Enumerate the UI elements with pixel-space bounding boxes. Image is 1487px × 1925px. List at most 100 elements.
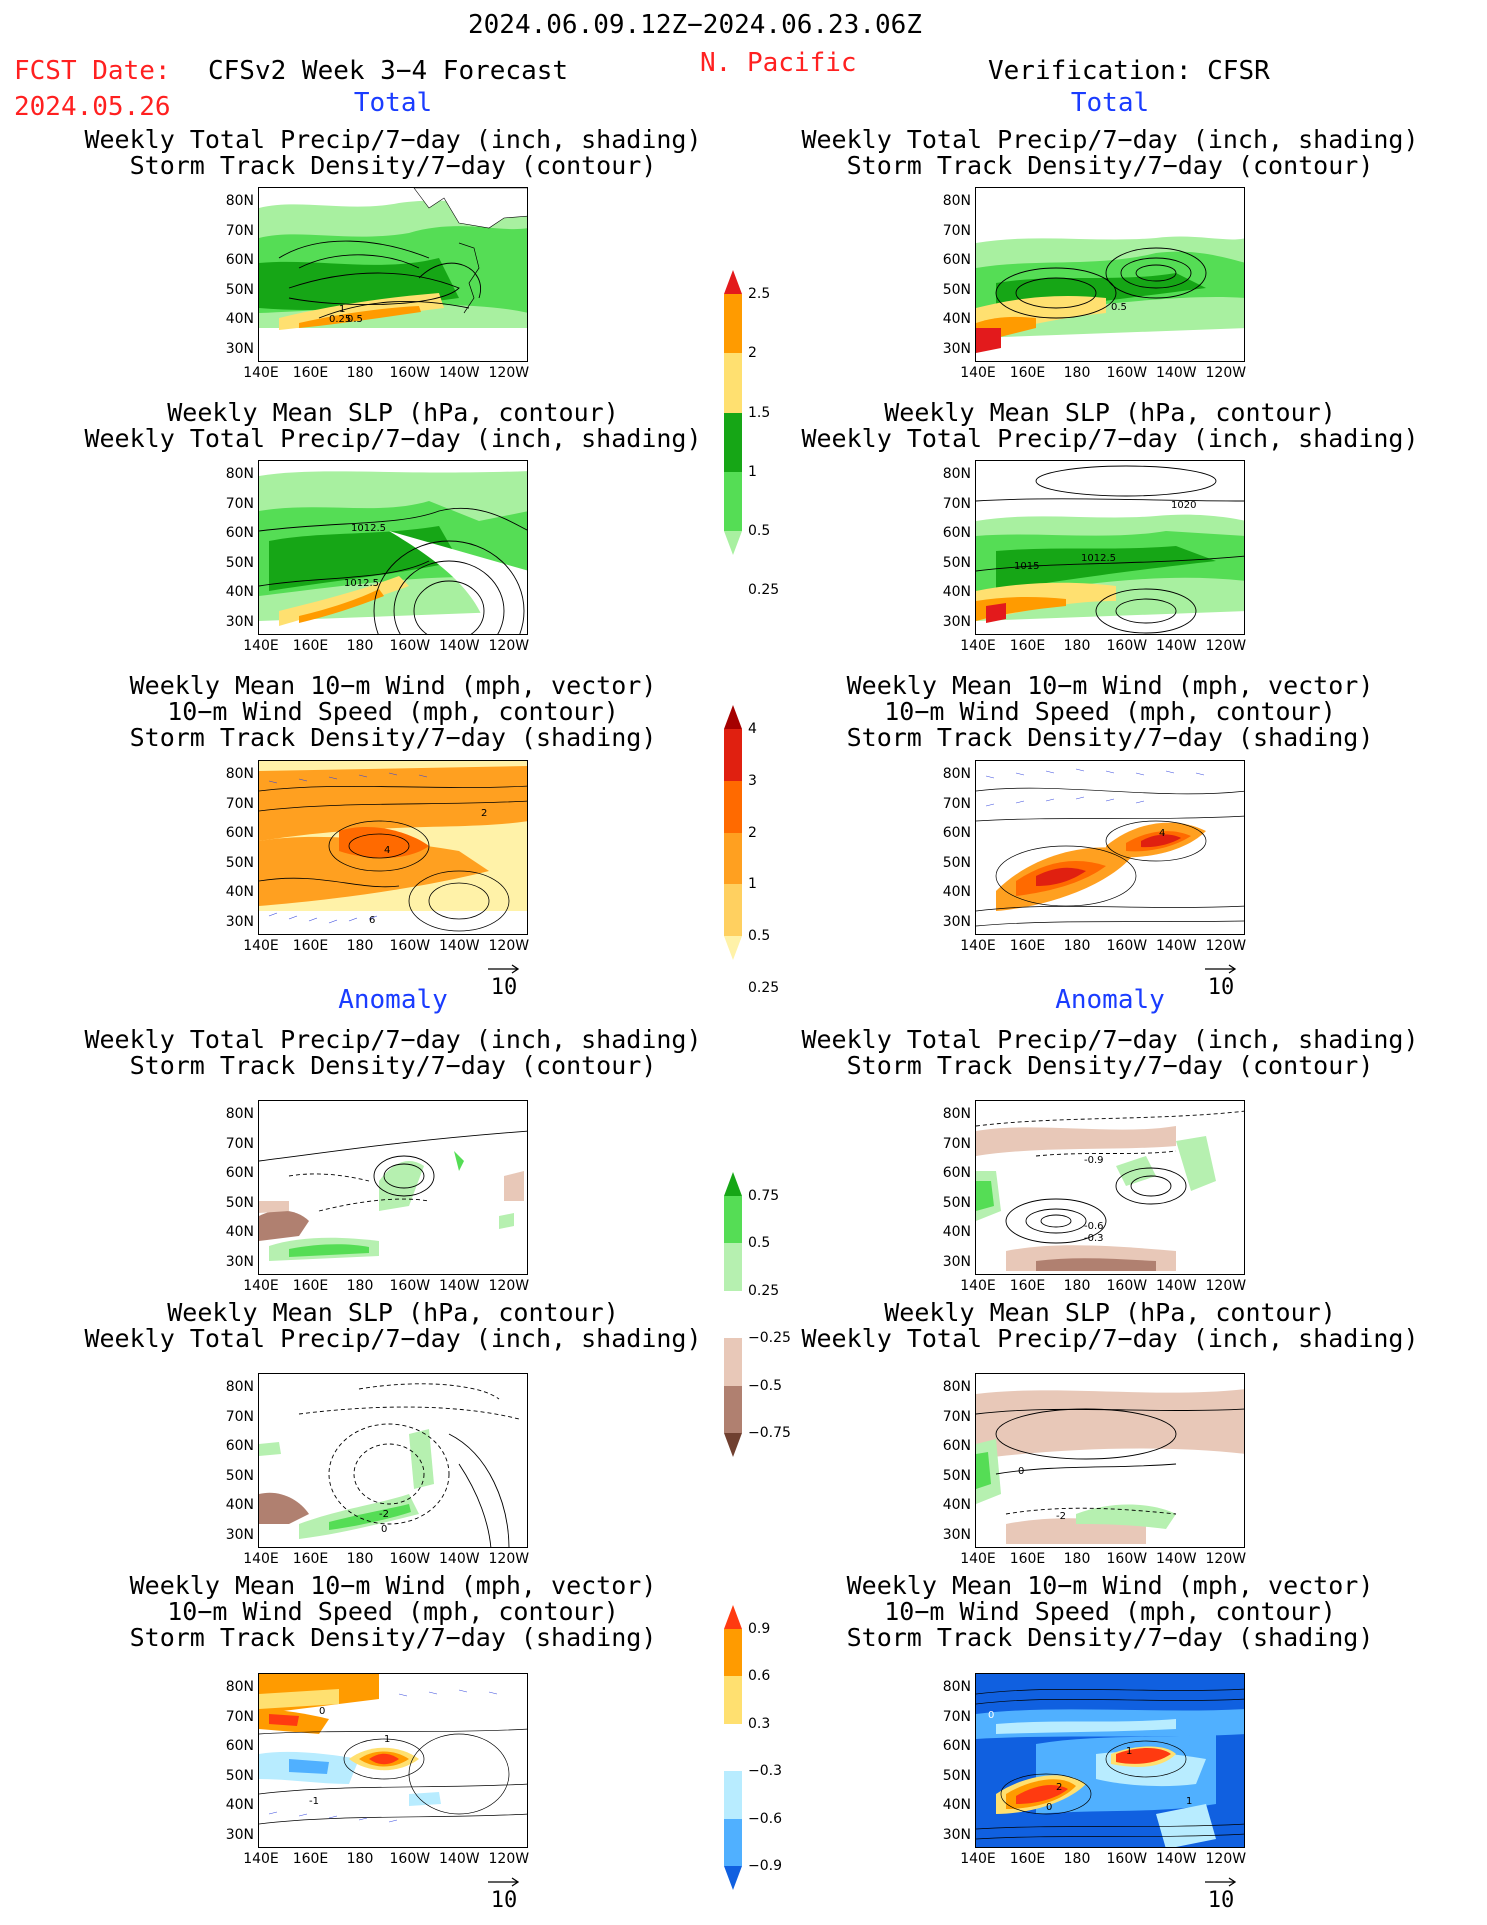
colorbar-swatch: [724, 294, 742, 354]
lat-tick-label: 40N: [225, 1224, 254, 1240]
contour-label-wind: 4: [384, 845, 390, 856]
lon-tick-label: 160E: [1009, 365, 1046, 381]
lon-tick-label: 160E: [1009, 1278, 1046, 1294]
lat-tick-label: 80N: [942, 1106, 971, 1122]
lat-tick-label: 70N: [225, 795, 254, 812]
lon-tick-label: 140E: [243, 1278, 279, 1294]
lon-tick-label: 160E: [292, 638, 329, 654]
title-fc-total-precip: Weekly Total Precip/7−day (inch, shading…: [84, 125, 702, 180]
vector-ref-vf-anom: 10: [1201, 1876, 1241, 1913]
lat-tick-label: 50N: [942, 854, 971, 871]
lon-tick-label: 180: [1063, 1278, 1091, 1294]
vector-ref-fc-total: 10: [484, 963, 524, 1000]
colorbar-swatch: [724, 1338, 742, 1386]
map-vf-anom-wind: 0 1 2 0 1: [975, 1673, 1245, 1848]
lon-tick-label: 120W: [1205, 1551, 1247, 1567]
lon-tick-label: 140E: [243, 1851, 279, 1867]
contour-label-wind: 1: [1126, 1746, 1132, 1757]
title-fc-anom-slp: Weekly Mean SLP (hPa, contour) Weekly To…: [84, 1298, 702, 1353]
map-fc-total-wind: 4 2 6: [258, 760, 528, 935]
lon-tick-label: 140E: [243, 1551, 279, 1567]
lon-tick-label: 120W: [1205, 365, 1247, 381]
colorbar-swatch: [724, 832, 742, 885]
lon-tick-label: 140E: [960, 1551, 996, 1567]
colorbar-label: −0.9: [748, 1858, 782, 1874]
title-vf-anom-precip: Weekly Total Precip/7−day (inch, shading…: [801, 1025, 1419, 1080]
lon-tick-label: 180: [346, 638, 374, 654]
lat-tick-label: 70N: [225, 1708, 254, 1725]
lat-tick-label: 50N: [225, 1767, 254, 1784]
lon-tick-label: 120W: [488, 638, 530, 654]
contour-label-precip: -0.6: [1084, 1221, 1104, 1232]
colorbar-label: 2.5: [748, 286, 771, 302]
colorbar-swatch: [724, 1290, 742, 1339]
title-vf-total-precip: Weekly Total Precip/7−day (inch, shading…: [801, 125, 1419, 180]
lon-tick-label: 140W: [1156, 1551, 1197, 1567]
lon-tick-label: 180: [346, 1278, 374, 1294]
lat-tick-label: 50N: [942, 554, 971, 571]
lon-tick-label: 160E: [1009, 1551, 1046, 1567]
lon-tick-label: 140E: [960, 1278, 996, 1294]
lon-tick-label: 180: [1063, 1551, 1091, 1567]
map-vf-anom-slp: 0 -2: [975, 1373, 1245, 1548]
lat-tick-label: 30N: [942, 1526, 971, 1543]
contour-label-precip: -0.9: [1084, 1155, 1104, 1166]
contour-label-precip: 1: [339, 304, 345, 315]
lat-tick-label: 80N: [225, 1379, 254, 1395]
colorbar-swatch: [724, 471, 742, 531]
contour-label-wind: 2: [481, 808, 487, 819]
colorbar-swatch: [724, 1172, 742, 1196]
lat-tick-label: 60N: [225, 252, 254, 268]
lon-tick-label: 140E: [960, 1851, 996, 1867]
section-total-verification: Total: [1070, 88, 1150, 118]
contour-label-wind: 6: [369, 915, 375, 926]
lon-tick-label: 120W: [488, 1551, 530, 1567]
colorbar-swatch: [724, 1196, 742, 1244]
vector-ref-vf-total: 10: [1201, 963, 1241, 1000]
lat-tick-label: 60N: [225, 1165, 254, 1181]
colorbar-label: 3: [748, 772, 757, 789]
lon-tick-label: 180: [346, 1551, 374, 1567]
lon-tick-label: 120W: [488, 1278, 530, 1294]
lat-tick-label: 70N: [942, 1408, 971, 1425]
colorbar-label: 4: [748, 721, 757, 737]
lat-tick-label: 60N: [942, 1738, 971, 1754]
lon-tick-label: 140E: [960, 365, 996, 381]
lon-tick-label: 120W: [1205, 1851, 1247, 1867]
lat-tick-label: 30N: [225, 1253, 254, 1270]
lat-tick-label: 50N: [942, 281, 971, 298]
contour-label-slp: 1020: [1171, 500, 1196, 511]
colorbar-swatch: [724, 1243, 742, 1291]
lat-tick-label: 80N: [225, 1679, 254, 1695]
lat-tick-label: 60N: [942, 825, 971, 841]
lon-tick-label: 160W: [389, 1851, 431, 1867]
colorbar-label: 0.25: [748, 979, 780, 996]
lon-tick-label: 160W: [1106, 938, 1148, 954]
lat-tick-label: 80N: [225, 466, 254, 482]
colorbar-swatch: [724, 729, 742, 781]
colorbar-swatch: [724, 353, 742, 413]
map-fc-total-slp: 1012.5 1012.5: [258, 460, 528, 635]
lon-tick-label: 160E: [292, 365, 329, 381]
colorbar-label: 0.3: [748, 1715, 771, 1732]
contour-label-precip: 0.5: [1111, 302, 1127, 313]
contour-label-precip: -0.3: [1084, 1233, 1104, 1244]
lon-tick-label: 140E: [243, 638, 279, 654]
lat-tick-label: 40N: [942, 1497, 971, 1513]
lon-tick-label: 160W: [1106, 365, 1148, 381]
colorbar-label: 0.25: [748, 1282, 780, 1299]
vector-ref-fc-anom: 10: [484, 1876, 524, 1913]
lon-tick-label: 140W: [1156, 1851, 1197, 1867]
lat-tick-label: 40N: [225, 584, 254, 600]
lon-tick-label: 120W: [1205, 1278, 1247, 1294]
verification-title: Verification: CFSR: [988, 56, 1270, 86]
lon-tick-label: 120W: [1205, 638, 1247, 654]
contour-label-slp: -2: [379, 1509, 389, 1520]
lon-tick-label: 160W: [389, 1278, 431, 1294]
title-vf-total-slp: Weekly Mean SLP (hPa, contour) Weekly To…: [801, 398, 1419, 453]
colorbar-label: −0.75: [748, 1425, 791, 1441]
colorbar-label: 2: [748, 824, 757, 841]
region-title: N. Pacific: [700, 48, 857, 78]
lat-tick-label: 50N: [225, 281, 254, 298]
colorbar-label: 0.25: [748, 582, 780, 599]
